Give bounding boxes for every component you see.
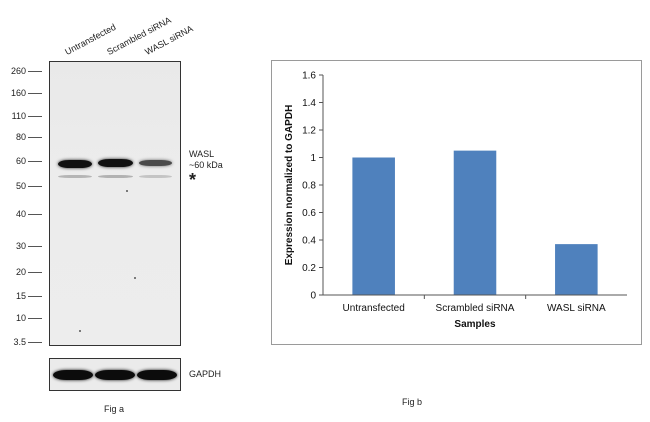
mw-tick-3-5 <box>28 342 42 343</box>
mw-tick-20 <box>28 272 42 273</box>
target-size-label: ~60 kDa <box>189 160 223 170</box>
mw-tick-110 <box>28 116 42 117</box>
mw-tick-40 <box>28 214 42 215</box>
band-gapdh-untransfected <box>53 370 93 380</box>
blot-speck <box>79 330 81 332</box>
band-wasl-untransfected <box>58 160 92 168</box>
band-wasl-scrambled <box>98 159 133 167</box>
blot-speck <box>126 190 128 192</box>
bar-scrambled-sirna <box>453 150 497 295</box>
band-nonspecific-knockdown <box>139 175 172 178</box>
mw-label-20: 20 <box>15 267 26 277</box>
band-nonspecific-untransfected <box>58 175 92 178</box>
bar-chart-figure: 0 0.2 0.4 0.6 0.8 1 1.2 1.4 1.6 Untransfected Scr… <box>271 60 642 345</box>
mw-tick-10 <box>28 318 42 319</box>
y-tick-label: 0.8 <box>302 181 316 192</box>
fig-a-caption: Fig a <box>104 404 125 414</box>
blot-speck <box>134 277 136 279</box>
band-nonspecific-scrambled <box>98 175 133 178</box>
mw-label-110: 110 <box>11 111 26 121</box>
y-axis-label: Expression normalized to GAPDH <box>284 105 295 266</box>
mw-label-10: 10 <box>15 313 26 323</box>
y-tick-label: 0 <box>310 291 316 302</box>
band-gapdh-scrambled <box>95 370 135 380</box>
mw-tick-80 <box>28 137 42 138</box>
mw-label-260: 260 <box>10 66 26 76</box>
mw-label-3-5: 3.5 <box>13 337 26 347</box>
fig-b-caption: Fig b <box>402 397 423 407</box>
mw-label-60: 60 <box>15 156 26 166</box>
y-tick-label: 0.4 <box>302 236 316 247</box>
x-tick-label: Scrambled siRNA <box>436 303 515 314</box>
x-tick-label: Untransfected <box>343 303 405 314</box>
bar-wasl-sirna <box>555 244 598 295</box>
mw-label-15: 15 <box>15 291 26 301</box>
mw-tick-260 <box>28 71 42 72</box>
mw-tick-30 <box>28 246 42 247</box>
blot-membrane-gapdh <box>49 358 181 391</box>
mw-tick-50 <box>28 186 42 187</box>
bars <box>352 150 598 295</box>
mw-label-40: 40 <box>15 209 26 219</box>
mw-label-30: 30 <box>15 241 26 251</box>
mw-label-50: 50 <box>15 181 26 191</box>
western-blot-figure: Untransfected Scrambled siRNA WASL siRNA… <box>0 0 240 422</box>
mw-label-160: 160 <box>10 88 26 98</box>
nonspecific-band-asterisk: * <box>189 170 197 190</box>
mw-tick-15 <box>28 296 42 297</box>
x-axis-label: Samples <box>454 319 496 330</box>
loading-control-label: GAPDH <box>189 369 222 379</box>
band-gapdh-knockdown <box>137 370 177 380</box>
y-tick-label: 0.2 <box>302 263 316 274</box>
lane-label-scrambled-sirna: Scrambled siRNA <box>105 14 173 57</box>
y-tick-label: 0.6 <box>302 208 316 219</box>
target-protein-label: WASL <box>189 149 215 159</box>
y-tick-label: 1 <box>310 153 316 164</box>
y-tick-label: 1.4 <box>302 98 316 109</box>
y-tick-label: 1.6 <box>302 71 316 82</box>
x-axis-ticks: Untransfected Scrambled siRNA WASL siRNA <box>343 295 606 314</box>
bar-chart: 0 0.2 0.4 0.6 0.8 1 1.2 1.4 1.6 Untransfected Scr… <box>284 71 627 330</box>
bar-untransfected <box>352 157 395 295</box>
blot-membrane-main <box>49 61 181 346</box>
band-wasl-knockdown <box>139 160 172 166</box>
y-axis-ticks: 0 0.2 0.4 0.6 0.8 1 1.2 1.4 1.6 <box>302 71 323 302</box>
y-tick-label: 1.2 <box>302 126 316 137</box>
mw-tick-160 <box>28 93 42 94</box>
mw-label-80: 80 <box>15 132 26 142</box>
mw-tick-60 <box>28 161 42 162</box>
x-tick-label: WASL siRNA <box>547 303 606 314</box>
